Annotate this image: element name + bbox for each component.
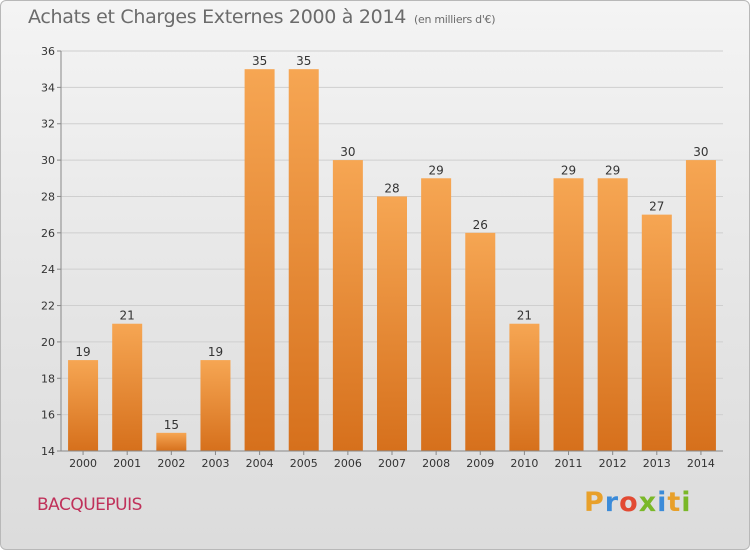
y-tick-label: 16 [41, 409, 55, 422]
bar-2014 [685, 160, 716, 451]
value-label-2000: 19 [75, 345, 90, 359]
x-tick-label-2008: 2008 [422, 457, 450, 470]
bars: 19 21 15 19 35 35 30 28 29 26 21 29 29 27 30 [68, 54, 716, 452]
y-tick-label: 36 [41, 45, 55, 58]
value-label-2002: 15 [164, 418, 179, 432]
x-tick-label-2002: 2002 [157, 457, 185, 470]
bar-2000 [68, 360, 99, 451]
bar-2011 [553, 178, 584, 452]
proxiti-logo: Proxiti [584, 487, 692, 518]
bar-2003 [200, 360, 231, 451]
y-tick-label: 20 [41, 336, 55, 349]
value-label-2009: 26 [473, 218, 488, 232]
x-tick-label-2003: 2003 [201, 457, 229, 470]
value-label-2006: 30 [340, 145, 355, 159]
logo-letter: o [619, 487, 639, 518]
bar-2010 [509, 323, 540, 451]
x-tick-label-2001: 2001 [113, 457, 141, 470]
bar-2002 [156, 432, 187, 451]
y-tick-label: 30 [41, 154, 55, 167]
bar-2005 [288, 69, 319, 451]
value-label-2012: 29 [605, 163, 620, 177]
y-tick-label: 34 [41, 81, 55, 94]
bar-2006 [332, 160, 363, 451]
bar-2001 [112, 323, 143, 451]
logo-letter: r [604, 487, 620, 518]
x-tick-label-2014: 2014 [687, 457, 715, 470]
bar-2008 [421, 178, 452, 452]
logo-letter: x [638, 487, 658, 518]
value-label-2001: 21 [120, 309, 135, 323]
logo-letter: i [681, 487, 692, 518]
y-tick-label: 32 [41, 118, 55, 131]
logo-letter: i [657, 487, 668, 518]
value-label-2013: 27 [649, 200, 664, 214]
value-label-2004: 35 [252, 54, 267, 68]
bar-2012 [597, 178, 628, 452]
y-tick-label: 26 [41, 227, 55, 240]
x-tick-label-2009: 2009 [466, 457, 494, 470]
bar-2004 [244, 69, 275, 451]
title-text: Achats et Charges Externes 2000 à 2014 [28, 6, 407, 28]
y-tick-label: 18 [41, 372, 55, 385]
logo-letter: P [584, 487, 605, 518]
y-tick-label: 22 [41, 300, 55, 313]
x-tick-label-2005: 2005 [290, 457, 318, 470]
y-tick-label: 28 [41, 190, 55, 203]
x-tick-label-2004: 2004 [246, 457, 274, 470]
value-label-2011: 29 [561, 163, 576, 177]
bar-2009 [465, 232, 496, 451]
axes: 14 16 18 20 22 24 26 28 30 32 34 36 2000 2001 2002 2003… [41, 45, 723, 470]
y-tick-label: 14 [41, 445, 55, 458]
x-tick-label-2010: 2010 [510, 457, 538, 470]
value-label-2007: 28 [384, 181, 399, 195]
x-tick-label-2007: 2007 [378, 457, 406, 470]
bar-2007 [377, 196, 407, 451]
value-label-2005: 35 [296, 54, 311, 68]
bar-2013 [641, 214, 672, 451]
title-unit: (en milliers d'€) [414, 13, 496, 26]
x-tick-label-2000: 2000 [69, 457, 97, 470]
x-tick-label-2013: 2013 [643, 457, 671, 470]
value-label-2010: 21 [517, 309, 532, 323]
logo-letter: t [667, 487, 682, 518]
x-tick-label-2011: 2011 [555, 457, 583, 470]
value-label-2014: 30 [693, 145, 708, 159]
chart-title: Achats et Charges Externes 2000 à 2014 (e… [28, 6, 496, 28]
y-tick-label: 24 [41, 263, 55, 276]
x-tick-label-2012: 2012 [599, 457, 627, 470]
value-label-2008: 29 [428, 163, 443, 177]
commune-name: BACQUEPUIS [37, 495, 142, 515]
x-tick-label-2006: 2006 [334, 457, 362, 470]
value-label-2003: 19 [208, 345, 223, 359]
